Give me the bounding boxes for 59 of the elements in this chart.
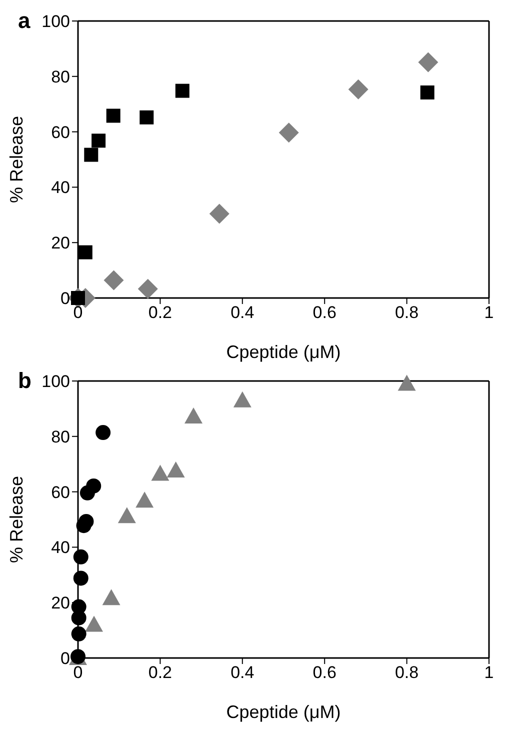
x-tick-label: 0.8 (394, 303, 419, 322)
x-tick-label: 1 (484, 303, 494, 322)
point (184, 407, 202, 424)
x-tick-label: 0.2 (148, 303, 172, 322)
point (138, 278, 158, 299)
point (85, 616, 104, 632)
point (71, 599, 86, 614)
x-tick-label: 0.4 (230, 663, 254, 682)
x-tick-label: 0 (73, 663, 83, 682)
y-tick-label: 20 (51, 234, 70, 253)
y-tick-label: 40 (51, 178, 70, 198)
point (104, 270, 124, 290)
point (151, 464, 170, 481)
point (233, 391, 252, 408)
y-tick-label: 100 (42, 372, 70, 392)
point (96, 425, 111, 440)
point (73, 549, 88, 564)
point (118, 507, 136, 524)
y-tick-label: 60 (51, 122, 70, 142)
x-tick-label: 0.8 (394, 663, 419, 682)
point (209, 204, 230, 224)
point (73, 570, 88, 586)
point (78, 514, 94, 529)
point (78, 245, 92, 260)
x-tick-label: 0.4 (230, 303, 254, 322)
point (348, 79, 368, 100)
y-tick-label: 60 (51, 482, 70, 502)
x-tick-label: 0.2 (148, 663, 172, 682)
point (86, 478, 102, 494)
y-tick-label: 0 (60, 289, 70, 308)
y-axis-title: % Release (6, 116, 26, 204)
y-tick-label: 80 (51, 427, 70, 446)
chart-title: b (18, 368, 32, 394)
point (106, 108, 120, 123)
x-tick-label: 1 (484, 663, 494, 682)
y-tick-label: 0 (60, 649, 70, 668)
y-tick-label: 100 (42, 12, 70, 32)
y-tick-label: 40 (51, 538, 70, 558)
point (278, 122, 299, 143)
x-axis-title: Cpeptide (μM) (226, 342, 341, 362)
point (92, 134, 106, 148)
point (420, 85, 434, 100)
point (418, 52, 438, 72)
point (398, 374, 416, 391)
point (71, 626, 86, 642)
x-tick-label: 0.6 (312, 303, 336, 322)
point (102, 589, 120, 606)
point (140, 110, 154, 124)
x-tick-label: 0.6 (312, 663, 336, 682)
y-axis-title: % Release (6, 476, 26, 564)
point (84, 148, 98, 162)
point (175, 84, 190, 98)
y-tick-label: 80 (51, 67, 70, 86)
x-axis-title: Cpeptide (μM) (226, 702, 341, 722)
point (136, 492, 154, 508)
y-tick-label: 20 (51, 594, 70, 613)
point (166, 461, 185, 478)
chart-title: a (18, 8, 30, 34)
x-tick-label: 0 (73, 303, 83, 322)
